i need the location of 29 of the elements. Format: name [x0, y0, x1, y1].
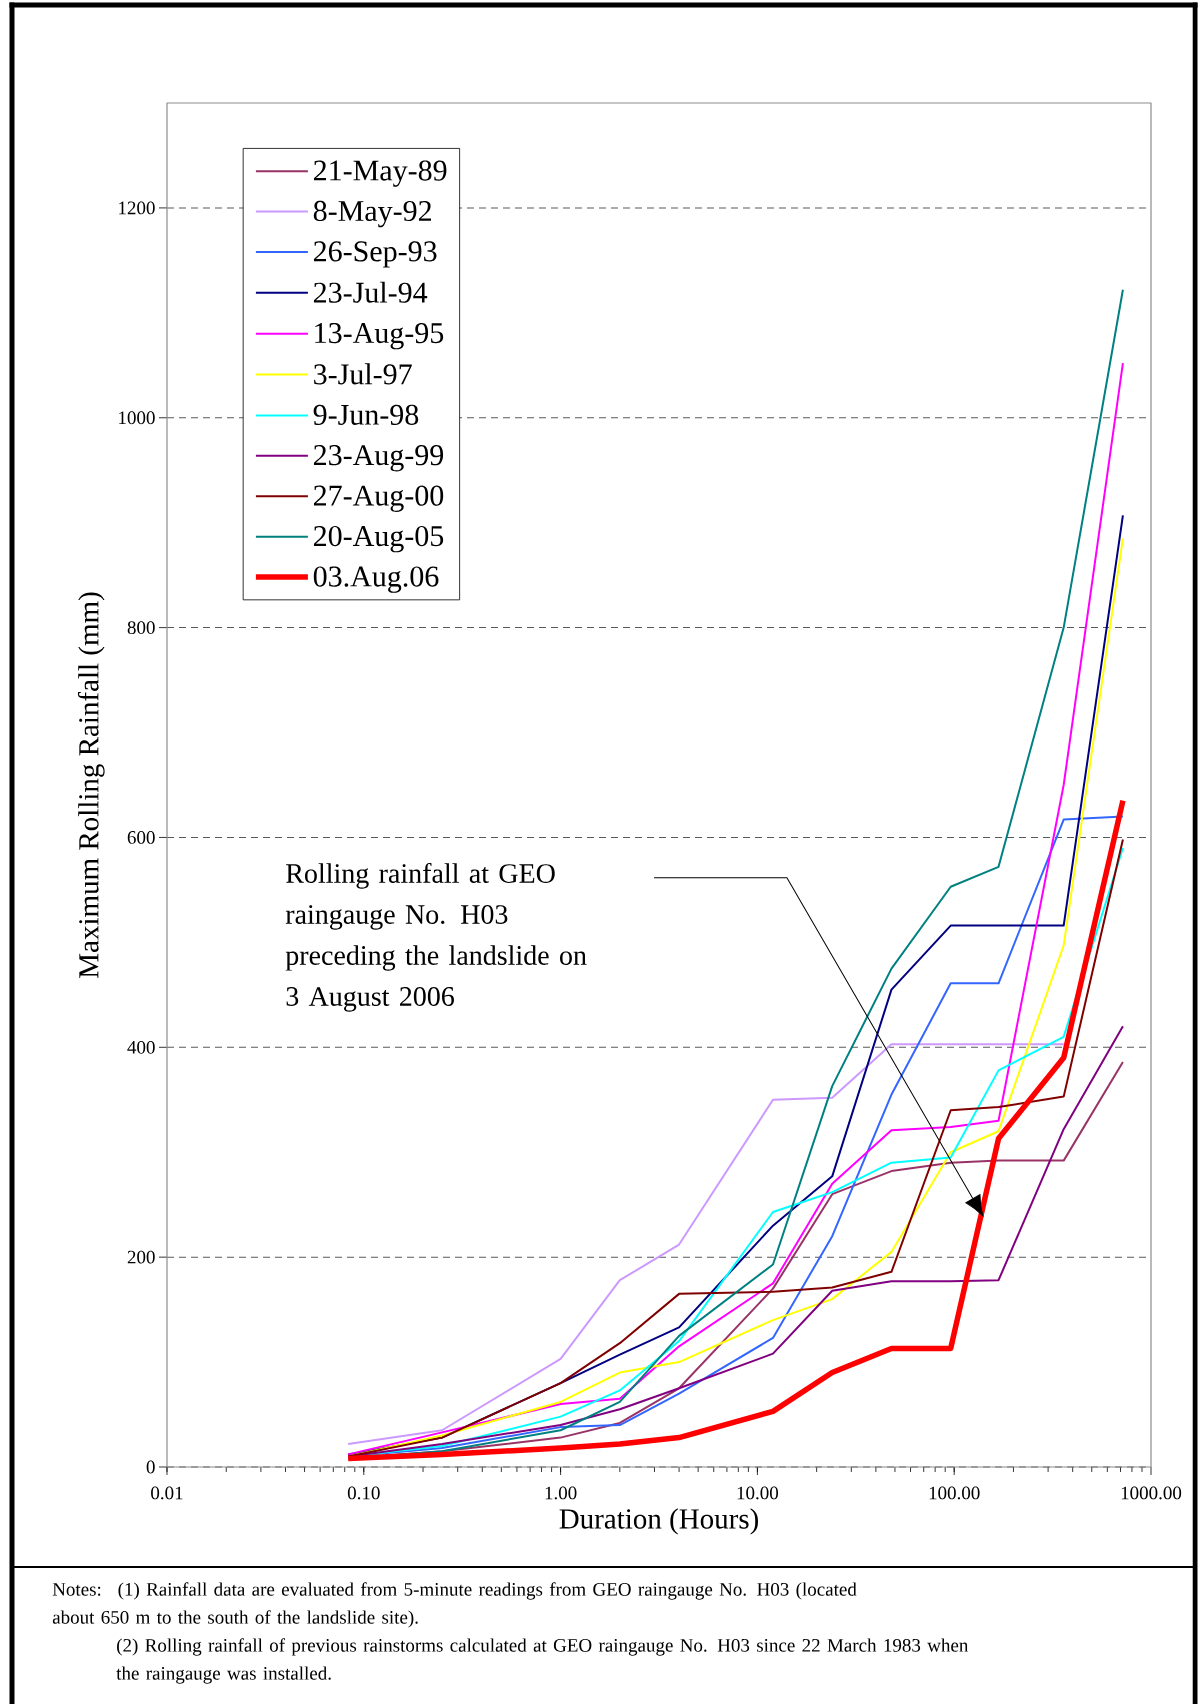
- x-tick-label: 10.00: [737, 1486, 779, 1500]
- y-tick-label: 200: [127, 1250, 155, 1264]
- legend-label: 27-Aug-00: [313, 485, 444, 512]
- legend-label: 23-Aug-99: [313, 445, 444, 472]
- legend-label: 3-Jul-97: [314, 363, 412, 385]
- legend-label: 13-Aug-95: [315, 322, 444, 350]
- text: (2) Rolling rainfall of previous rainstorms calculated at GEO raingauge No. H03 since 22 March 1983 when the raingauge was installed.: [116, 1638, 969, 1684]
- x-tick-label: 0.10: [347, 1486, 380, 1500]
- x-axis-title: Duration (Hours): [559, 1508, 758, 1535]
- legend-label: 03.Aug.06: [313, 566, 439, 593]
- x-tick-label: 1000.00: [1121, 1486, 1182, 1500]
- legend-label: 9-Jun-98: [313, 404, 419, 425]
- x-tick-label: 0.01: [151, 1486, 183, 1500]
- y-tick-label: 400: [127, 1040, 155, 1054]
- legend-label: 8-May-92: [313, 200, 431, 228]
- x-tick-label: 1.00: [545, 1486, 577, 1500]
- y-tick-label: 800: [127, 621, 155, 635]
- legend-label: 20-Aug-05: [313, 525, 444, 553]
- y-tick-label: 600: [127, 831, 155, 844]
- legend-label: 21-May-89: [313, 160, 447, 187]
- y-axis-title: Maximum Rolling Rainfall (mm): [77, 592, 105, 978]
- legend-label: 26-Sep-93: [313, 241, 437, 268]
- annotation: Rolling rainfall at GEO raingauge No. H03 preceding the landslide on 3 August 2006: [285, 862, 587, 1012]
- y-tick-label: 1200: [119, 201, 155, 215]
- legend-label: 23-Jul-94: [313, 281, 428, 303]
- y-tick-label: 1000: [119, 411, 155, 425]
- x-tick-label: 100.00: [929, 1486, 980, 1500]
- y-tick-label: 0: [146, 1460, 155, 1474]
- text: Notes: (1) Rainfall data are evaluated from 5-minute readings from GEO raingauge No. H03 (located about 650 m to the south of the landslide site).: [52, 1582, 857, 1628]
